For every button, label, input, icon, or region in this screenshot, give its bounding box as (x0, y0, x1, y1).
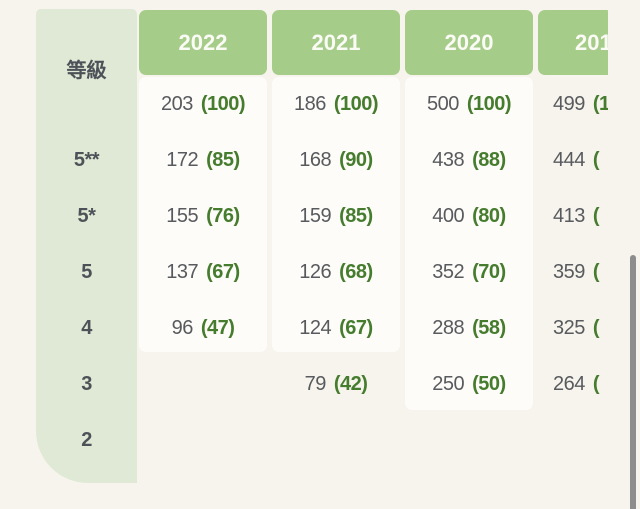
grade-label-5-star: 5* (77, 204, 96, 227)
cell-count: 352 (432, 260, 465, 283)
cell-percent: (100) (466, 92, 512, 115)
grade-cell: 359 ( (538, 256, 608, 288)
grade-column: 等級 5** 5* 5 4 3 2 (36, 9, 137, 483)
cell-count: 325 (553, 316, 585, 339)
cell-percent: (100) (333, 92, 379, 115)
cell-count: 499 (553, 92, 585, 115)
grade-cell: 172 (85) (139, 144, 267, 176)
cell-count: 137 (166, 260, 199, 283)
cell-percent: (100) (200, 92, 246, 115)
year-header-2019-partial: 201 (538, 10, 608, 75)
cell-count: 288 (432, 316, 465, 339)
cell-count: 186 (293, 92, 326, 115)
grade-cell: 96 (47) (139, 312, 267, 344)
grade-cell: 137 (67) (139, 256, 267, 288)
year-column-2022: 2022 203 (100) 172 (85) 155 (76) 137 (67) 96… (139, 0, 267, 509)
grade-cell: 168 (90) (272, 144, 400, 176)
grade-label-5-double-star: 5** (73, 148, 100, 171)
cell-percent: (58) (472, 316, 506, 339)
cell-percent: (67) (339, 316, 373, 339)
grade-cell: 288 (58) (405, 312, 533, 344)
grade-cell: 352 (70) (405, 256, 533, 288)
cell-percent: (50) (472, 372, 506, 395)
cell-percent: ( (592, 148, 600, 171)
grade-cell: 186 (100) (272, 88, 400, 120)
cell-count: 264 (553, 372, 585, 395)
grade-cell: 444 ( (538, 144, 608, 176)
cell-count: 400 (432, 204, 465, 227)
cell-percent: (42) (333, 372, 368, 395)
grade-cell: 438 (88) (405, 144, 533, 176)
grade-cell: 400 (80) (405, 200, 533, 232)
year-column-2021: 2021 186 (100) 168 (90) 159 (85) 126 (68) 12… (272, 0, 400, 509)
cell-count: 444 (553, 148, 585, 171)
cell-count: 500 (426, 92, 459, 115)
cell-percent: (68) (339, 260, 373, 283)
cell-count: 438 (432, 148, 465, 171)
cell-count: 126 (299, 260, 332, 283)
year-header-2022: 2022 (139, 10, 267, 75)
cell-count: 359 (553, 260, 585, 283)
cell-percent: ( (592, 260, 600, 283)
year-column-2020: 2020 500 (100) 438 (88) 400 (80) 352 (70) 28… (405, 0, 533, 509)
grade-cell: 155 (76) (139, 200, 267, 232)
cell-percent: ( (592, 204, 600, 227)
grade-cell: 250 (50) (405, 368, 533, 400)
cell-percent: (90) (339, 148, 373, 171)
grade-cell: 79 (42) (272, 368, 400, 400)
year-column-card (405, 77, 533, 410)
grade-label-4: 4 (81, 316, 92, 339)
cell-count: 250 (432, 372, 465, 395)
cell-percent: (67) (206, 260, 240, 283)
cell-count: 79 (304, 372, 327, 395)
year-header-2020: 2020 (405, 10, 533, 75)
cell-count: 159 (299, 204, 332, 227)
year-header-2021: 2021 (272, 10, 400, 75)
cell-count: 124 (299, 316, 332, 339)
grade-label-2: 2 (81, 428, 92, 451)
cell-percent: (76) (206, 204, 240, 227)
year-column-2019-partial: 201 499 (1 444 ( 413 ( 359 ( 325 ( 264 ( (538, 0, 608, 509)
year-column-card (272, 77, 400, 352)
cell-percent: ( (592, 372, 600, 395)
cell-percent: (80) (472, 204, 506, 227)
cell-percent: (85) (206, 148, 240, 171)
grade-cell: 325 ( (538, 312, 608, 344)
grade-cell: 264 ( (538, 368, 608, 400)
grade-label-5: 5 (81, 260, 92, 283)
vertical-scrollbar-thumb[interactable] (630, 255, 636, 509)
cell-percent: (1 (592, 92, 608, 115)
cell-percent: (70) (472, 260, 506, 283)
grade-cell: 413 ( (538, 200, 608, 232)
cell-count: 96 (171, 316, 194, 339)
grade-cell: 499 (1 (538, 88, 608, 120)
grade-cell: 126 (68) (272, 256, 400, 288)
cell-count: 413 (553, 204, 585, 227)
year-column-card (139, 77, 267, 352)
grade-cell: 124 (67) (272, 312, 400, 344)
table-scroll-area[interactable]: 2022 203 (100) 172 (85) 155 (76) 137 (67) 96… (0, 0, 608, 509)
cell-percent: (88) (472, 148, 506, 171)
grade-cell: 159 (85) (272, 200, 400, 232)
cell-count: 155 (166, 204, 199, 227)
cell-count: 172 (166, 148, 199, 171)
grade-cell: 203 (100) (139, 88, 267, 120)
cell-percent: (85) (339, 204, 373, 227)
cell-count: 203 (160, 92, 193, 115)
cell-percent: ( (592, 316, 600, 339)
grade-cell: 500 (100) (405, 88, 533, 120)
cell-percent: (47) (200, 316, 235, 339)
grade-label-3: 3 (81, 372, 92, 395)
cell-count: 168 (299, 148, 332, 171)
grade-column-header: 等級 (66, 59, 107, 82)
